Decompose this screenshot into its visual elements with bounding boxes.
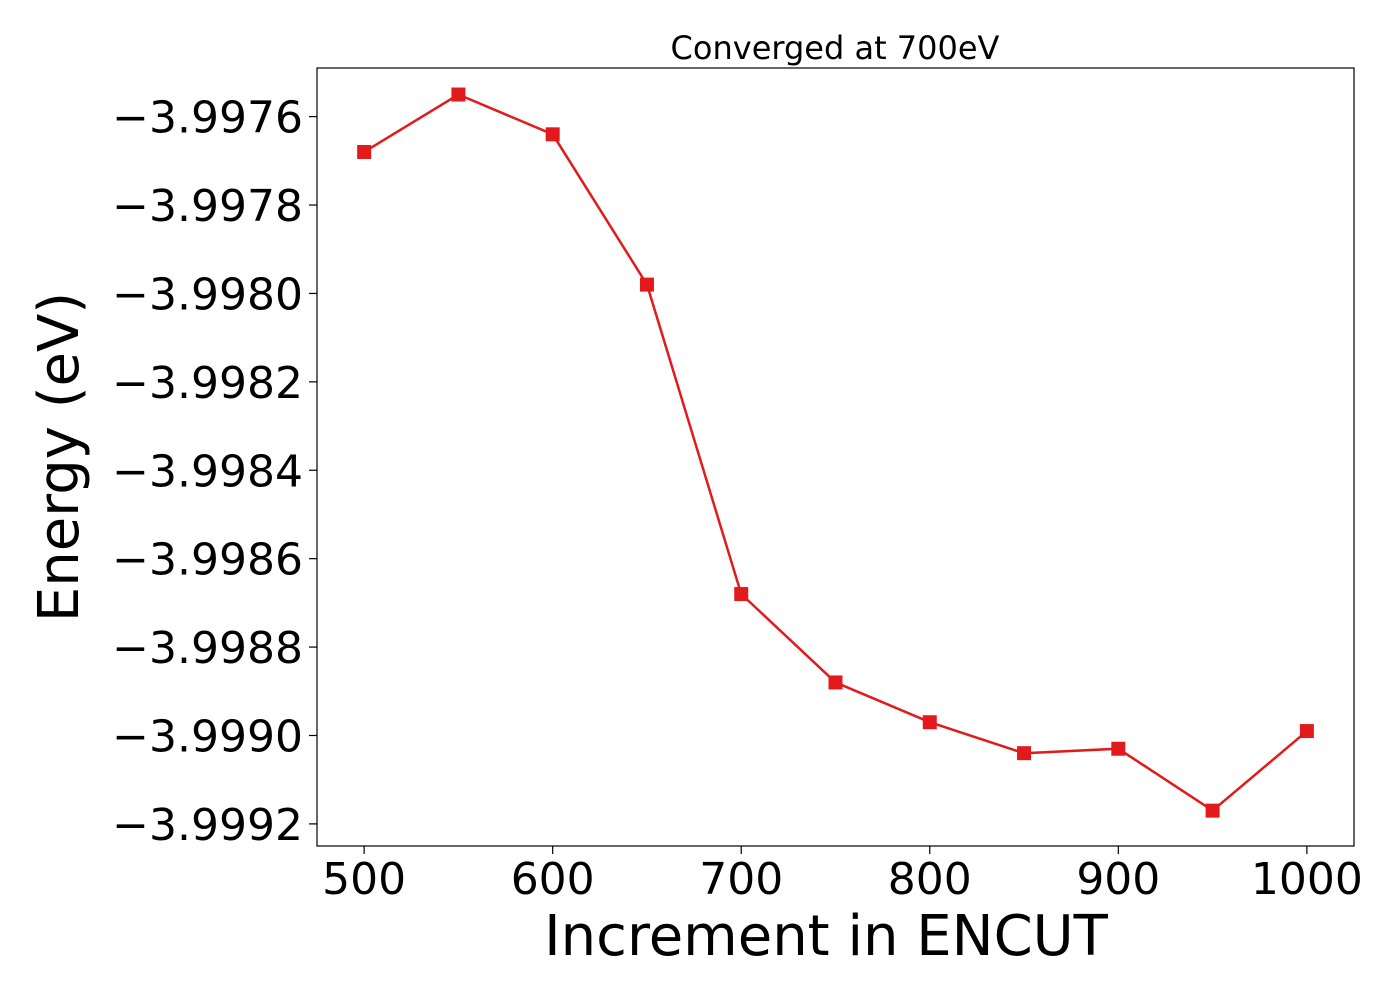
y-tick-label: −3.9978 [112, 181, 303, 232]
y-axis-ticks: −3.9992 −3.9990 −3.9988 −3.9986 −3.9984 −3.99… [112, 93, 317, 851]
y-tick-label: −3.9984 [112, 446, 303, 497]
chart-title: Converged at 700eV [671, 29, 1000, 67]
y-tick-label: −3.9992 [112, 800, 303, 851]
data-point-marker [357, 144, 372, 159]
x-tick-label: 800 [888, 854, 972, 905]
data-point-marker [1111, 741, 1126, 756]
x-tick-label: 600 [511, 854, 595, 905]
data-point-marker [1017, 746, 1032, 761]
series-layer [357, 87, 1314, 818]
data-point-marker [1299, 724, 1314, 739]
data-point-marker [828, 675, 843, 690]
x-axis-ticks: 500 600 700 800 900 1000 [322, 846, 1363, 905]
data-point-marker [734, 587, 749, 602]
plot-area-frame [316, 67, 1355, 847]
y-axis-label: Energy (eV) [27, 292, 92, 622]
x-tick-label: 700 [699, 854, 783, 905]
data-point-marker [639, 277, 654, 292]
y-tick-label: −3.9982 [112, 358, 303, 409]
series-line [363, 93, 1308, 813]
data-point-marker [1205, 803, 1220, 818]
y-tick-label: −3.9976 [112, 93, 303, 144]
y-tick-label: −3.9986 [112, 535, 303, 586]
x-tick-label: 500 [322, 854, 406, 905]
y-tick-label: −3.9990 [112, 711, 303, 762]
y-tick-label: −3.9988 [112, 623, 303, 674]
data-point-marker [451, 87, 466, 102]
x-tick-label: 1000 [1251, 854, 1363, 905]
y-tick-label: −3.9980 [112, 269, 303, 320]
data-point-marker [922, 715, 937, 730]
x-tick-label: 900 [1076, 854, 1160, 905]
data-point-marker [545, 127, 560, 142]
x-axis-label: Increment in ENCUT [544, 904, 1109, 969]
